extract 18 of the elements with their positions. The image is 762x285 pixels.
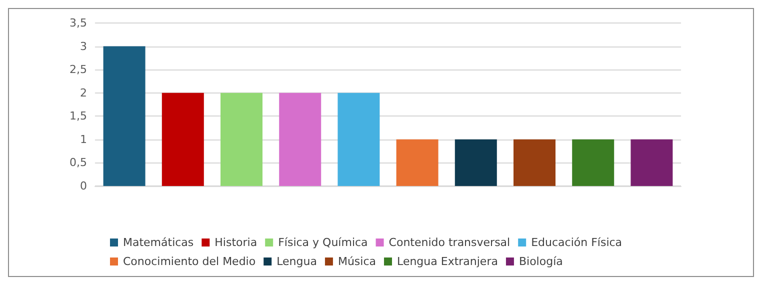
y-tick-label: 3 (80, 40, 87, 53)
y-tick-label: 0,5 (70, 156, 87, 170)
y-tick-label: 1 (80, 132, 87, 146)
legend-label: Historia (214, 236, 258, 249)
y-tick-label: 3,5 (70, 16, 87, 30)
y-tick-label: 2 (80, 86, 87, 100)
legend-label: Física y Química (278, 236, 368, 249)
y-tick-label: 1,5 (70, 110, 87, 123)
legend-label: Educación Física (531, 236, 622, 249)
legend-label: Música (338, 255, 376, 268)
legend-label: Contenido transversal (388, 236, 510, 249)
legend-label: Lengua Extranjera (397, 255, 498, 268)
y-tick-label: 2,5 (70, 63, 87, 76)
legend-label: Conocimiento del Medio (123, 255, 256, 268)
y-tick-label: 0 (80, 180, 87, 192)
legend-label: Biología (518, 255, 563, 268)
legend-label: Matemáticas (123, 236, 194, 249)
legend-label: Lengua (276, 255, 317, 268)
